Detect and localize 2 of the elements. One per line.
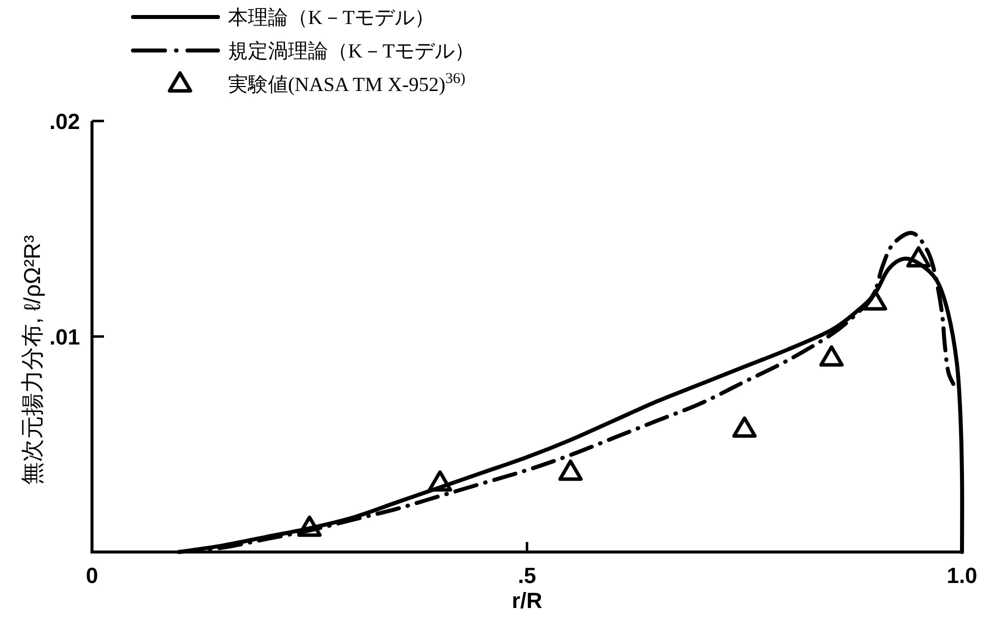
xlabel: r/R bbox=[512, 588, 542, 613]
ylabel: 無次元揚力分布, ℓ/ρΩ²R³ bbox=[19, 235, 45, 485]
